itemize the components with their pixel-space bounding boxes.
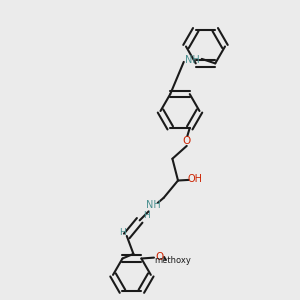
Text: H: H — [119, 228, 126, 237]
Text: OH: OH — [187, 174, 202, 184]
Text: H: H — [143, 212, 150, 220]
Text: NH: NH — [146, 200, 160, 210]
Text: O: O — [155, 252, 164, 262]
Text: O: O — [183, 136, 191, 146]
Text: NH: NH — [185, 56, 200, 65]
Text: methoxy: methoxy — [154, 256, 191, 265]
